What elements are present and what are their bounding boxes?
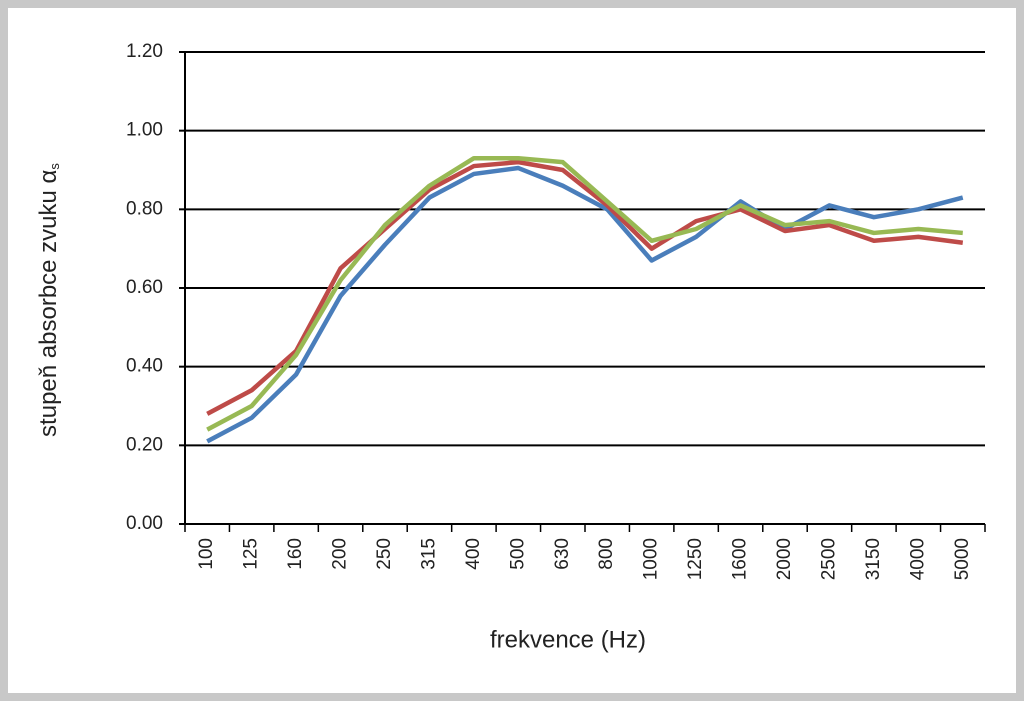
x-tick-label: 800 [596, 538, 617, 570]
x-tick-label: 630 [552, 538, 573, 570]
x-tick-label: 3150 [863, 538, 884, 580]
x-tick-label: 1600 [730, 538, 751, 580]
y-tick-label: 0.00 [126, 513, 163, 534]
y-tick-label: 1.00 [126, 120, 163, 141]
x-tick-label: 200 [330, 538, 351, 570]
y-tick-label: 0.20 [126, 434, 163, 455]
series-line [206, 159, 964, 416]
x-tick-label: 160 [285, 538, 306, 570]
y-axis-label: stupeň absorbce zvuku αs [35, 163, 62, 437]
x-tick-label: 125 [241, 538, 262, 570]
x-tick-label: 1000 [641, 538, 662, 580]
x-tick-label: 4000 [907, 538, 928, 580]
series-line [206, 165, 964, 444]
y-axis-label-main: stupeň absorbce zvuku α [35, 169, 62, 436]
series-line [206, 155, 963, 432]
x-axis-label: frekvence (Hz) [490, 626, 646, 653]
y-axis-label-subscript: s [47, 163, 62, 170]
x-tick-label: 1250 [685, 538, 706, 580]
x-tick-label: 100 [196, 538, 217, 570]
x-tick-label: 250 [374, 538, 395, 570]
x-tick-label: 5000 [952, 538, 973, 580]
x-tick-label: 2500 [818, 538, 839, 580]
x-tick-label: 400 [463, 538, 484, 570]
y-tick-label: 0.60 [126, 277, 163, 298]
y-tick-label: 0.80 [126, 198, 163, 219]
x-tick-label: 500 [507, 538, 528, 570]
y-tick-label: 1.20 [126, 41, 163, 62]
x-tick-label: 315 [418, 538, 439, 570]
y-tick-label: 0.40 [126, 356, 163, 377]
x-tick-label: 2000 [774, 538, 795, 580]
